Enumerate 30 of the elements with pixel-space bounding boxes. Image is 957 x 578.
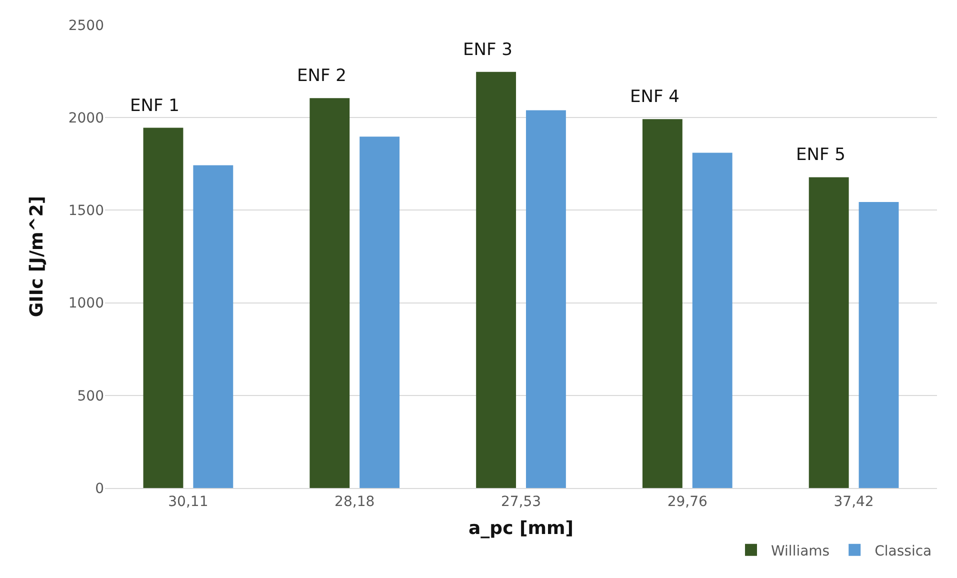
- bar: [310, 98, 350, 488]
- bar: [692, 152, 732, 488]
- bar: [526, 110, 566, 488]
- annotation: ENF 2: [297, 66, 346, 86]
- bar: [360, 136, 400, 488]
- annotation: ENF 4: [630, 87, 680, 107]
- y-tick-label: 2500: [68, 18, 104, 34]
- legend-label: Classica: [874, 543, 932, 560]
- y-tick-label: 500: [77, 388, 104, 404]
- y-axis-title: GIIc [J/m^2]: [26, 196, 48, 318]
- x-axis-title: a_pc [mm]: [468, 518, 574, 539]
- bar: [193, 165, 234, 488]
- x-tick-label: 28,18: [334, 494, 375, 510]
- bar: [808, 177, 849, 488]
- y-tick-label: 1500: [68, 203, 104, 220]
- bar: [476, 72, 516, 488]
- x-tick-label: 29,76: [667, 494, 708, 510]
- x-tick-label: 30,11: [168, 494, 208, 510]
- y-tick-label: 2000: [68, 110, 104, 126]
- annotation: ENF 3: [463, 40, 512, 60]
- y-tick-label: 1000: [68, 296, 104, 312]
- bar: [143, 128, 184, 488]
- bar: [858, 202, 899, 488]
- x-tick-label: 37,42: [834, 494, 874, 510]
- bar: [642, 119, 682, 488]
- legend-label: Williams: [771, 543, 830, 560]
- x-tick-label: 27,53: [500, 494, 542, 510]
- annotation: ENF 5: [796, 145, 846, 165]
- y-tick-label: 0: [95, 480, 104, 497]
- annotation: ENF 1: [130, 96, 180, 116]
